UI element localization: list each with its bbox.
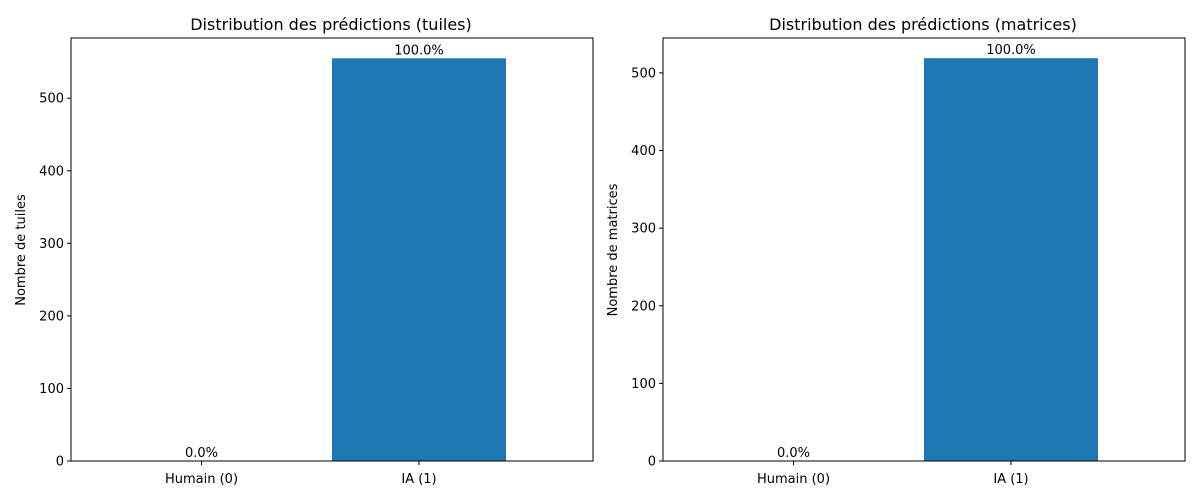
y-tick-label: 500	[631, 66, 656, 81]
chart-panel-tuiles: Distribution des prédictions (tuiles) No…	[14, 15, 594, 487]
y-tick-label: 100	[631, 377, 656, 392]
x-tick-label: Humain (0)	[165, 472, 238, 487]
chart-title: Distribution des prédictions (tuiles)	[190, 15, 472, 34]
y-axis-label: Nombre de tuiles	[14, 194, 29, 306]
bar	[924, 58, 1098, 462]
chart-panel-matrices: Distribution des prédictions (matrices) …	[606, 15, 1186, 487]
y-tick-label: 0	[56, 455, 64, 470]
y-tick-label: 300	[631, 222, 656, 237]
y-tick-label: 400	[39, 164, 64, 179]
y-tick-label: 100	[39, 382, 64, 397]
y-tick-label: 400	[631, 144, 656, 159]
plot-area: 0.0% 100.0% 0 100 200 300 400 500 Humain (0) IA (…	[39, 37, 594, 487]
plot-area: 0.0% 100.0% 0 100 200 300 400 500 Humain (0) IA (…	[631, 37, 1186, 487]
bar	[332, 58, 506, 461]
chart-title: Distribution des prédictions (matrices)	[769, 15, 1077, 34]
axes-frame	[70, 37, 594, 462]
data-label: 0.0%	[185, 446, 218, 461]
x-tick-label: IA (1)	[401, 472, 436, 487]
data-label: 0.0%	[777, 446, 810, 461]
y-tick-label: 200	[631, 299, 656, 314]
y-axis-label: Nombre de matrices	[606, 183, 621, 316]
y-tick-label: 300	[39, 237, 64, 252]
y-tick-label: 500	[39, 92, 64, 107]
data-label: 100.0%	[394, 43, 444, 58]
y-tick-label: 0	[648, 455, 656, 470]
axes-frame	[662, 37, 1186, 462]
y-tick-label: 200	[39, 309, 64, 324]
data-label: 100.0%	[986, 43, 1036, 58]
x-tick-label: Humain (0)	[757, 472, 830, 487]
x-tick-label: IA (1)	[993, 472, 1028, 487]
